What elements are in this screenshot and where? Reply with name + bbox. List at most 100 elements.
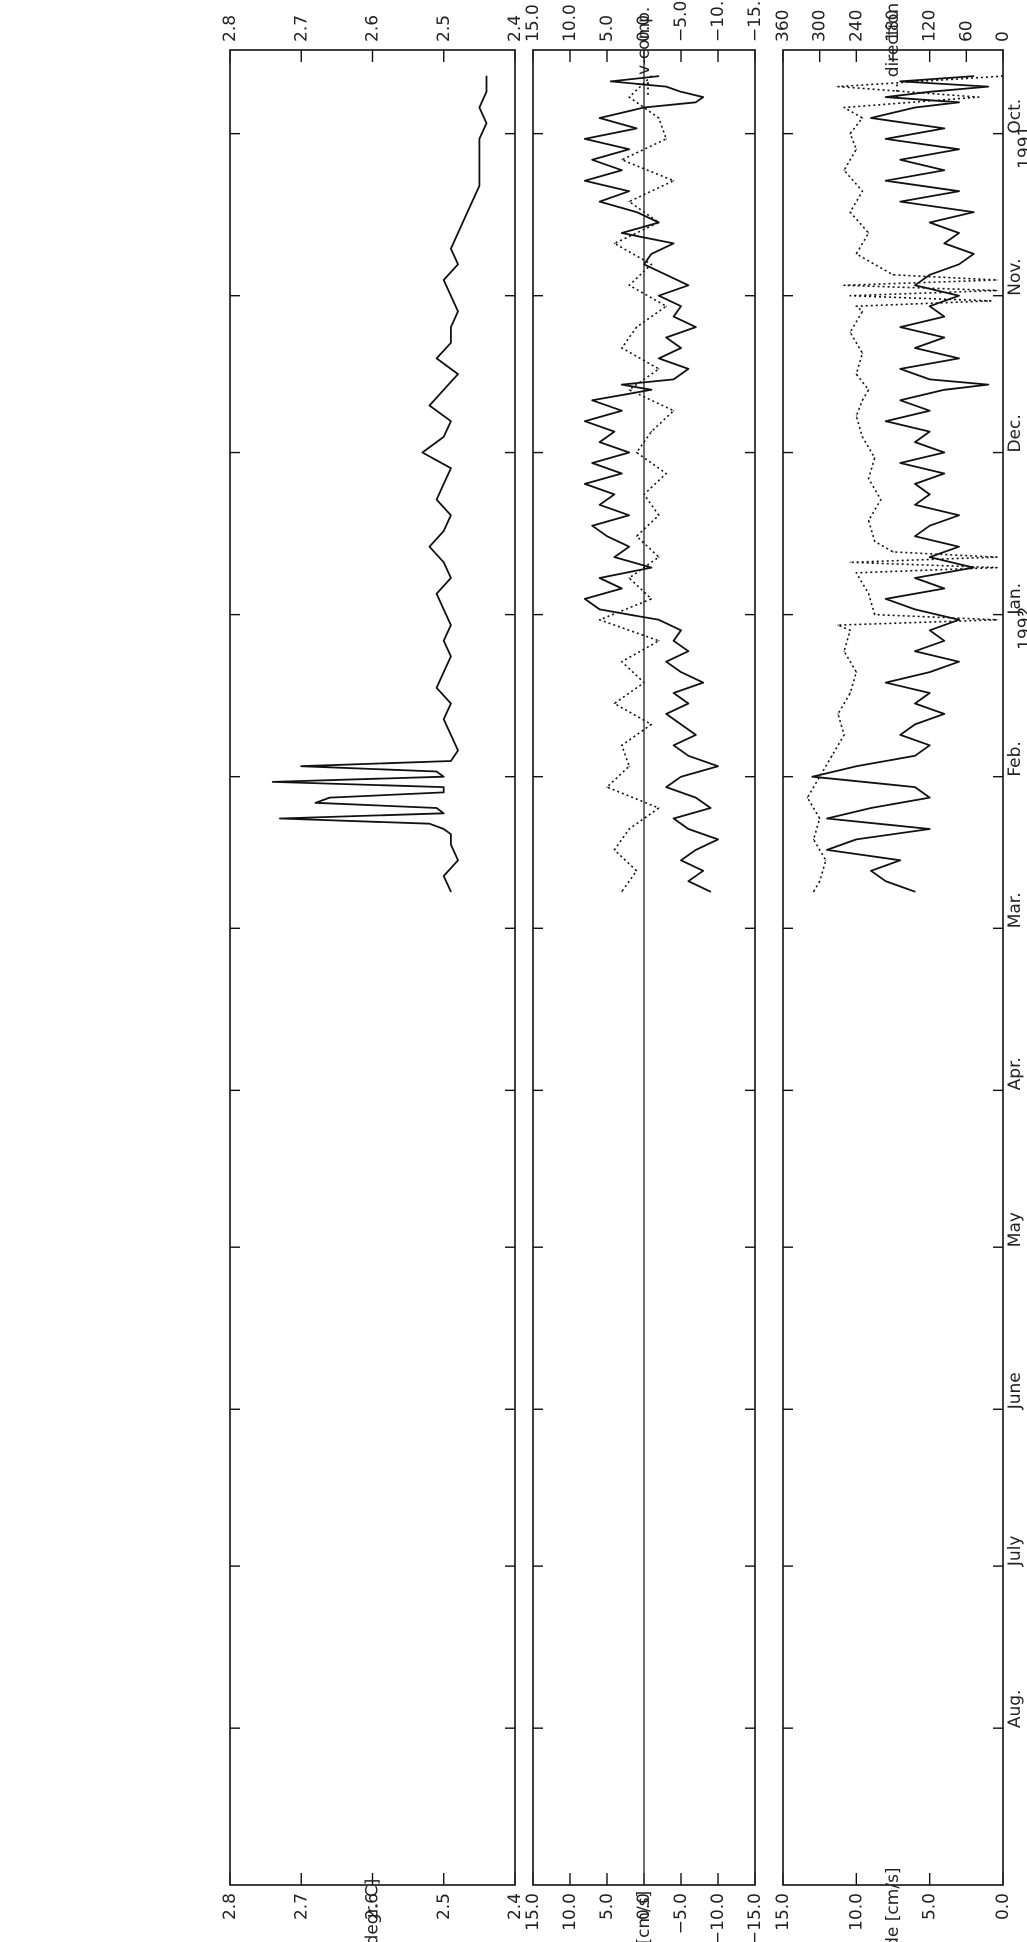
direction-y-tick-label: 0 (993, 31, 1013, 42)
x-tick-label-june: June (1005, 1372, 1025, 1410)
magnitude-series-line-point (958, 295, 960, 297)
u-comp-series-line-point (673, 817, 675, 820)
u-comp-series-line-point (658, 295, 660, 297)
u-comp-series-line-point (599, 608, 601, 611)
velocity-y-tick-right-label: 15.0 (523, 4, 543, 42)
u-comp-series-line-point (628, 451, 630, 454)
u-comp-series-line-point (687, 828, 690, 830)
u-comp-series-line-point (610, 80, 612, 82)
v-comp-series-line-point (650, 598, 653, 600)
magnitude-series-line-point (914, 702, 916, 705)
v-comp-series-line-point (658, 556, 660, 558)
direction-series-line-point (819, 817, 821, 820)
velocity-y-tick-right-label: 10.0 (560, 4, 580, 42)
velocity-y-tick-right-label: −10.0 (708, 0, 728, 42)
u-comp-series-line-point (650, 567, 653, 569)
temperature-y-axis-label: temp. [degr. C] (363, 1879, 383, 1942)
temperature-series-line-point (478, 154, 480, 156)
x-tick-label-oct: Oct. (1005, 99, 1025, 134)
x-tick-label-mar: Mar. (1005, 892, 1025, 928)
direction-series-line-point (996, 556, 998, 558)
u-comp-series-line-point (621, 169, 623, 171)
velocity-y-tick-label: −5.0 (671, 1893, 691, 1934)
direction-series-line-point (843, 106, 845, 109)
magnitude-series-line-point (943, 713, 945, 715)
v-comp-series-line-point (643, 682, 645, 684)
u-comp-series-line-point (702, 96, 704, 98)
magnitude-series-line-point (929, 629, 931, 631)
temperature-series-line-point (443, 389, 445, 391)
direction-series-line-point (849, 629, 851, 631)
magnitude-series-line-point (826, 849, 828, 851)
velocity-y-tick-label: 10.0 (560, 1893, 580, 1931)
temperature-series-line-point (485, 122, 488, 124)
magnitude-series-line-point (958, 546, 960, 548)
direction-series-line-point (1002, 75, 1004, 77)
magnitude-y-tick-label: 15.0 (773, 1893, 793, 1931)
x-year-label-1991: 1991 (1015, 126, 1027, 169)
direction-series-line-point (868, 593, 870, 595)
direction-series-line-point (849, 211, 851, 213)
u-comp-series-line-point (621, 232, 623, 234)
temperature-series-line-point (300, 765, 302, 767)
u-comp-series-line-point (680, 629, 682, 631)
temperature-series-line-point (428, 404, 431, 407)
temperature-series-line-point (443, 671, 445, 673)
temperature-series-line-point (428, 546, 431, 548)
temperature-y-tick-right-label: 2.4 (505, 15, 525, 42)
temperature-series-line-point (443, 875, 445, 877)
velocity-y-tick-right-label: −15.0 (745, 0, 765, 42)
u-comp-series-line-point (687, 284, 690, 286)
magnitude-series-line-point (885, 180, 887, 182)
direction-series-line (806, 75, 1004, 893)
direction-series-line-point (868, 519, 870, 522)
direction-series-line-point (849, 133, 851, 135)
temperature-series-line-point (450, 326, 452, 328)
u-comp-series-line-point (673, 242, 675, 244)
temperature-series-line-point (443, 608, 445, 611)
magnitude-series-line-point (899, 859, 901, 861)
v-comp-series-line-point (628, 389, 630, 391)
direction-series-line-point (861, 117, 864, 119)
magnitude-series-line-point (899, 159, 901, 161)
magnitude-series-line-point (929, 378, 931, 380)
temperature-y-tick-label: 2.5 (434, 1893, 454, 1920)
v-comp-series-line-point (636, 870, 638, 872)
magnitude-series-line-point (914, 608, 916, 611)
magnitude-series-line-point (943, 169, 945, 171)
temperature-series-line-point (450, 655, 452, 658)
temperature-series-line-point (457, 859, 459, 861)
velocity-y-tick-right-label: 5.0 (597, 15, 617, 42)
x-tick-label-may: May (1005, 1212, 1025, 1247)
v-comp-series-line-point (599, 619, 601, 621)
u-comp-series-line-point (680, 305, 682, 307)
magnitude-series-line (811, 75, 990, 893)
u-comp-series-line-point (680, 723, 682, 726)
magnitude-series-line-point (943, 640, 945, 642)
temperature-y-tick-label: 2.7 (291, 1893, 311, 1920)
direction-series-line-point (825, 859, 827, 861)
direction-series-line-point (855, 373, 857, 375)
v-comp-series-line-point (650, 75, 653, 77)
magnitude-series-line-point (855, 765, 857, 767)
temperature-series-line-point (450, 624, 452, 626)
u-comp-series-line-point (673, 640, 675, 642)
u-comp-series-line-point (628, 190, 630, 192)
direction-series-line-point (874, 457, 876, 459)
v-comp-series-line-point (665, 138, 667, 140)
v-comp-series-line-point (628, 828, 630, 830)
u-comp-series-line-point (665, 786, 667, 788)
direction-series-line-point (996, 567, 998, 569)
magnitude-series-line-point (958, 190, 960, 192)
v-comp-series-line-point (621, 347, 623, 349)
magnitude-series-line-point (929, 305, 931, 307)
temperature-series-line-point (450, 295, 452, 297)
direction-series-line-point (837, 624, 839, 626)
u-comp-series-line-point (710, 807, 712, 809)
v-comp-series-line-point (628, 96, 630, 98)
u-comp-series-line-point (584, 420, 586, 422)
u-comp-series-line-point (591, 525, 593, 527)
direction-series-line-point (843, 169, 845, 171)
u-comp-series-line-point (680, 91, 682, 93)
temperature-series-line-point (443, 530, 445, 532)
